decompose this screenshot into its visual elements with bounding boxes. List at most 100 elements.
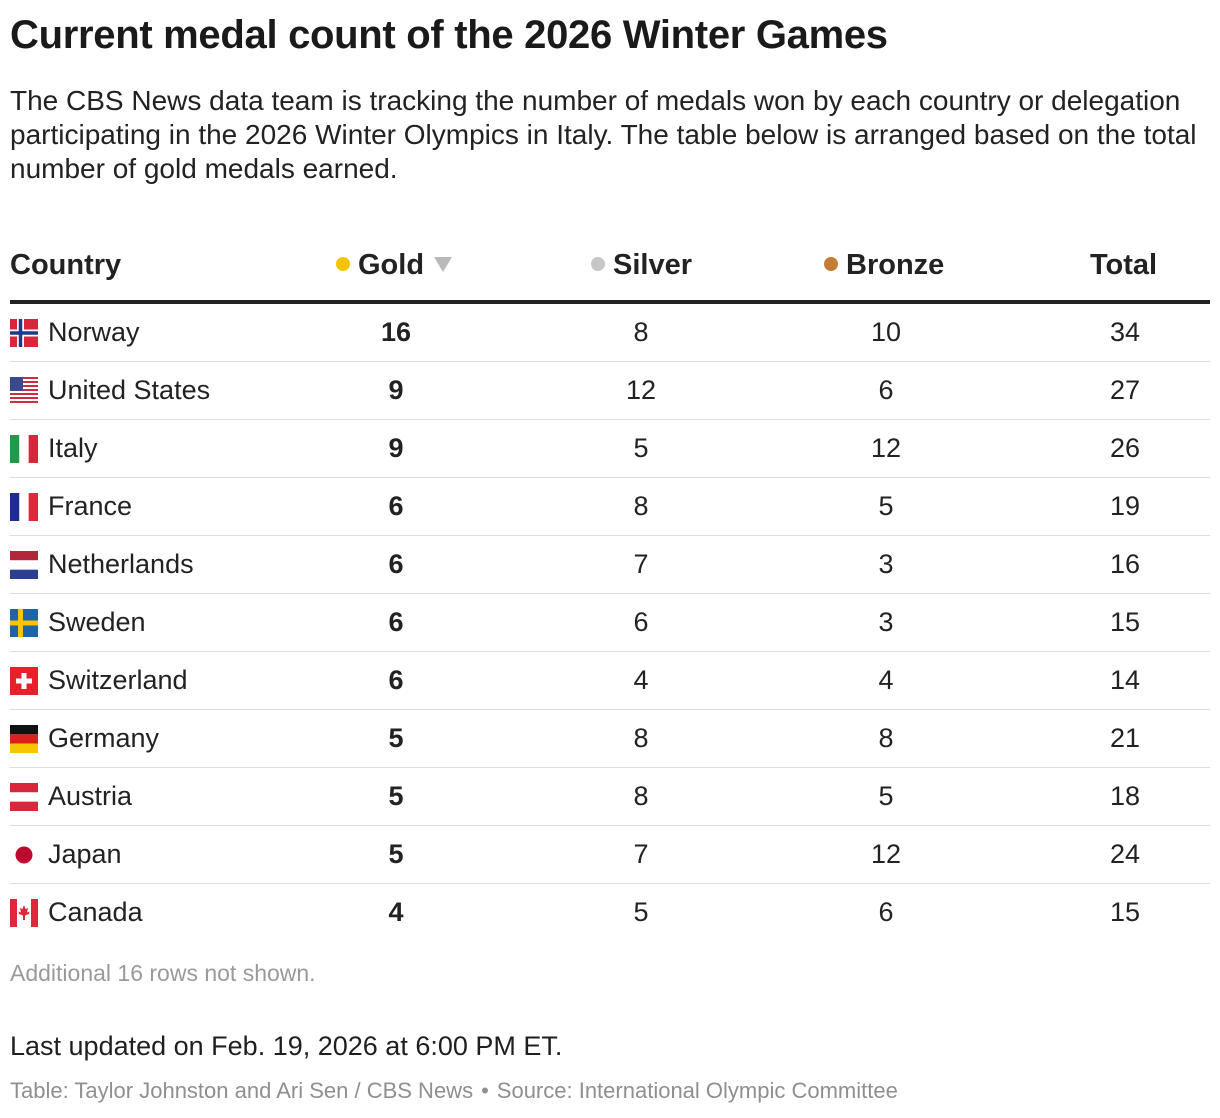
gold-count: 5 — [388, 723, 404, 753]
netherlands-flag-icon — [10, 551, 38, 579]
gold-count: 5 — [388, 781, 404, 811]
total-count: 14 — [1109, 665, 1141, 695]
total-count: 19 — [1109, 491, 1141, 521]
chart-subtitle: The CBS News data team is tracking the n… — [10, 85, 1197, 184]
gold-count: 6 — [388, 549, 404, 579]
total-count: 16 — [1109, 549, 1141, 579]
bronze-count: 5 — [878, 781, 894, 811]
italy-flag-icon — [10, 435, 38, 463]
table-row: Switzerland 6 4 4 14 — [10, 652, 1210, 710]
bronze-count: 12 — [870, 839, 902, 869]
country-name: France — [48, 491, 133, 521]
last-updated: Last updated on Feb. 19, 2026 at 6:00 PM… — [10, 1031, 563, 1061]
total-count: 34 — [1109, 317, 1141, 347]
bronze-count: 10 — [870, 317, 902, 347]
table-row: Japan 5 7 12 24 — [10, 826, 1210, 884]
sweden-flag-icon — [10, 609, 38, 637]
gold-count: 6 — [388, 665, 404, 695]
credits-line: Table: Taylor Johnston and Ari Sen / CBS… — [10, 1078, 898, 1104]
bronze-count: 4 — [878, 665, 894, 695]
gold-dot-icon — [336, 257, 350, 272]
japan-flag-icon — [10, 841, 38, 869]
silver-count: 8 — [633, 781, 649, 811]
france-flag-icon — [10, 493, 38, 521]
country-name: Italy — [48, 433, 98, 463]
bronze-count: 6 — [878, 897, 894, 927]
column-header-country[interactable]: Country — [10, 249, 122, 281]
table-body: Norway 16 8 10 34 United States 9 12 6 27 Italy 9 5 1… — [10, 304, 1210, 941]
silver-count: 7 — [633, 839, 649, 869]
column-header-bronze-label: Bronze — [846, 249, 945, 281]
silver-count: 12 — [625, 375, 657, 405]
bronze-dot-icon — [824, 257, 838, 272]
table-row: Austria 5 8 5 18 — [10, 768, 1210, 826]
country-name: Netherlands — [48, 549, 194, 579]
silver-count: 8 — [633, 723, 649, 753]
gold-count: 6 — [388, 491, 404, 521]
switzerland-flag-icon — [10, 667, 38, 695]
austria-flag-icon — [10, 783, 38, 811]
medal-table: Country Gold Silver Bronze Total Norway 1… — [10, 238, 1210, 941]
column-header-total[interactable]: Total — [1090, 249, 1158, 281]
column-header-gold-label: Gold — [358, 249, 425, 281]
table-row: Canada 4 5 6 15 — [10, 884, 1210, 941]
silver-count: 7 — [633, 549, 649, 579]
table-row: United States 9 12 6 27 — [10, 362, 1210, 420]
total-count: 18 — [1109, 781, 1141, 811]
credit-separator: • — [481, 1078, 489, 1103]
table-row: Italy 9 5 12 26 — [10, 420, 1210, 478]
total-count: 24 — [1109, 839, 1141, 869]
column-header-silver-label: Silver — [613, 249, 692, 281]
table-row: Sweden 6 6 3 15 — [10, 594, 1210, 652]
country-name: Japan — [48, 839, 122, 869]
total-count: 26 — [1109, 433, 1141, 463]
silver-count: 4 — [633, 665, 649, 695]
silver-count: 5 — [633, 433, 649, 463]
source-credit: Source: International Olympic Committee — [496, 1078, 898, 1103]
united-states-flag-icon — [10, 377, 38, 405]
total-count: 15 — [1109, 607, 1141, 637]
chart-title: Current medal count of the 2026 Winter G… — [10, 13, 888, 57]
table-row: Netherlands 6 7 3 16 — [10, 536, 1210, 594]
gold-count: 9 — [388, 433, 404, 463]
table-header: Country Gold Silver Bronze Total — [10, 238, 1210, 304]
column-header-gold[interactable]: Gold — [336, 238, 453, 292]
total-count: 15 — [1109, 897, 1141, 927]
norway-flag-icon — [10, 319, 38, 347]
silver-dot-icon — [591, 257, 605, 272]
gold-count: 6 — [388, 607, 404, 637]
column-header-silver[interactable]: Silver — [591, 238, 692, 292]
bronze-count: 6 — [878, 375, 894, 405]
country-name: Switzerland — [48, 665, 188, 695]
country-name: Sweden — [48, 607, 146, 637]
country-name: United States — [48, 375, 211, 405]
table-row: Norway 16 8 10 34 — [10, 304, 1210, 362]
bronze-count: 3 — [878, 549, 894, 579]
country-name: Germany — [48, 723, 160, 753]
silver-count: 5 — [633, 897, 649, 927]
column-header-bronze[interactable]: Bronze — [824, 238, 944, 292]
bronze-count: 8 — [878, 723, 894, 753]
bronze-count: 12 — [870, 433, 902, 463]
gold-count: 5 — [388, 839, 404, 869]
rows-not-shown-note: Additional 16 rows not shown. — [10, 960, 316, 986]
silver-count: 8 — [633, 491, 649, 521]
table-credit: Table: Taylor Johnston and Ari Sen / CBS… — [10, 1078, 474, 1103]
table-row: Germany 5 8 8 21 — [10, 710, 1210, 768]
country-name: Austria — [48, 781, 133, 811]
gold-count: 16 — [380, 317, 412, 347]
table-row: France 6 8 5 19 — [10, 478, 1210, 536]
total-count: 21 — [1109, 723, 1141, 753]
silver-count: 8 — [633, 317, 649, 347]
bronze-count: 5 — [878, 491, 894, 521]
gold-count: 9 — [388, 375, 404, 405]
canada-flag-icon — [10, 899, 38, 927]
bronze-count: 3 — [878, 607, 894, 637]
country-name: Norway — [48, 317, 140, 347]
sort-descending-icon — [434, 256, 453, 272]
germany-flag-icon — [10, 725, 38, 753]
gold-count: 4 — [388, 897, 404, 927]
silver-count: 6 — [633, 607, 649, 637]
total-count: 27 — [1109, 375, 1141, 405]
country-name: Canada — [48, 897, 143, 927]
